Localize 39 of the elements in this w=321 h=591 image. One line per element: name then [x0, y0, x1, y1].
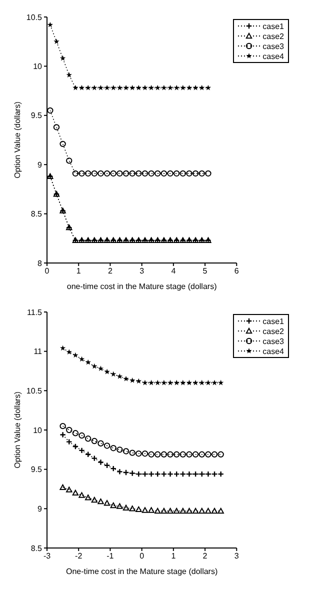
y-tick-label: 10: [33, 62, 43, 72]
y-tick-label: 8.5: [30, 210, 43, 219]
y-tick-label: 8.5: [30, 544, 43, 553]
x-tick-label: 2: [202, 552, 208, 561]
x-tick-label: 4: [171, 266, 176, 276]
y-axis-title: Option Value (dollars): [12, 391, 22, 468]
legend-label: case1: [262, 22, 284, 30]
x-tick-label: -2: [75, 552, 83, 561]
x-axis-title: one-time cost in the Mature stage (dollars): [66, 282, 218, 291]
x-tick-label: -1: [106, 552, 114, 561]
y-tick-label: 10: [33, 426, 43, 435]
x-tick-label: -3: [43, 552, 52, 561]
x-tick-label: 6: [234, 266, 240, 276]
y-axis-title: Option Value (dollars): [12, 101, 22, 178]
legend-label: case2: [262, 326, 284, 336]
y-tick-label: 9.5: [30, 111, 43, 120]
y-tick-label: 9: [38, 160, 43, 170]
x-tick-label: 3: [140, 266, 145, 276]
legend-label: case4: [262, 52, 284, 60]
y-tick-label: 9.5: [30, 465, 43, 474]
legend-label: case4: [262, 346, 284, 356]
x-tick-label: 5: [202, 266, 208, 276]
legend-label: case3: [262, 42, 284, 50]
x-tick-label: 2: [108, 266, 113, 276]
x-tick-label: 0: [44, 266, 50, 276]
x-tick-label: 0: [140, 552, 145, 561]
legend-label: case3: [262, 336, 284, 346]
x-axis-title: One-time cost in the Mature stage (dollars): [66, 567, 218, 576]
x-tick-label: 3: [234, 552, 240, 561]
y-tick-label: 9: [38, 504, 43, 514]
y-tick-label: 11: [34, 347, 43, 356]
legend-label: case1: [262, 316, 284, 326]
x-tick-label: 1: [171, 552, 176, 561]
y-tick-label: 10.5: [26, 12, 43, 22]
x-tick-label: 1: [76, 266, 82, 276]
y-tick-label: 10.5: [26, 386, 43, 396]
legend-label: case2: [262, 32, 284, 40]
y-tick-label: 8: [38, 258, 43, 268]
y-tick-label: 11.5: [27, 308, 43, 317]
